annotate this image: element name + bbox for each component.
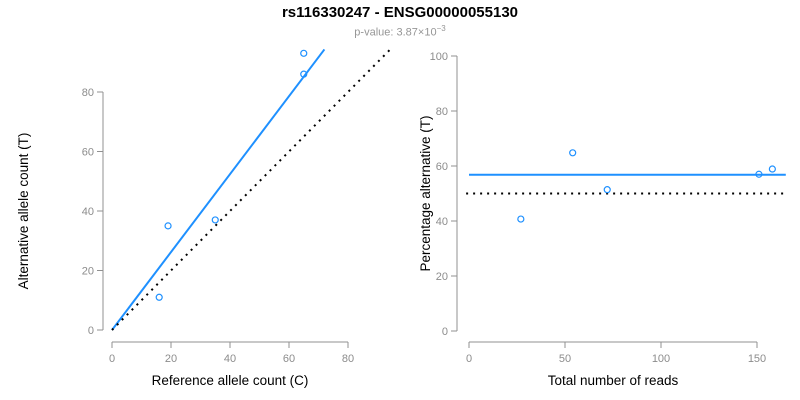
figure-subtitle-pvalue: p-value: 3.87×10−3 <box>0 24 800 39</box>
data-point <box>155 293 163 301</box>
y-tick-label: 40 <box>82 206 94 218</box>
identity-line <box>111 48 392 331</box>
x-tick-label: 40 <box>224 353 236 365</box>
y-tick-label: 100 <box>430 51 448 63</box>
pvalue-exponent: −3 <box>436 24 446 33</box>
y-axis-title: Percentage alternative (T) <box>418 115 433 271</box>
x-tick-label: 20 <box>165 353 177 365</box>
data-point <box>164 222 172 230</box>
x-tick-label: 0 <box>466 353 472 365</box>
y-tick-label: 60 <box>436 161 448 173</box>
x-axis-title: Reference allele count (C) <box>152 373 309 388</box>
data-point <box>603 186 611 194</box>
data-point <box>755 170 763 178</box>
figure-title: rs116330247 - ENSG00000055130 <box>281 4 519 21</box>
x-tick-label: 80 <box>342 353 354 365</box>
x-tick-label: 50 <box>559 353 571 365</box>
y-tick-label: 80 <box>82 87 94 99</box>
right-plot-percentage-reads: 0 50 100 150 Total number of reads 0 20 40 60 80 1… <box>418 51 786 388</box>
y-tick-label: 80 <box>436 106 448 118</box>
x-tick-label: 100 <box>652 353 670 365</box>
y-tick-label: 20 <box>436 271 448 283</box>
data-point <box>517 215 525 223</box>
x-tick-label: 150 <box>748 353 766 365</box>
y-tick-label: 60 <box>82 147 94 159</box>
x-axis-title: Total number of reads <box>548 373 679 388</box>
regression-line <box>111 48 326 331</box>
x-tick-label: 0 <box>109 353 115 365</box>
data-point <box>211 216 219 224</box>
pvalue-text: p-value: 3.87×10 <box>354 26 437 39</box>
y-tick-label: 40 <box>436 216 448 228</box>
data-point <box>768 165 776 173</box>
y-tick-label: 0 <box>88 325 94 337</box>
left-plot-allele-counts: 0 20 40 60 80 Reference allele count (C) 0 20 40… <box>16 48 392 388</box>
data-point <box>300 49 308 57</box>
y-axis-title: Alternative allele count (T) <box>16 133 31 290</box>
x-tick-label: 60 <box>283 353 295 365</box>
y-tick-label: 20 <box>82 266 94 278</box>
data-point <box>300 70 308 78</box>
data-point <box>569 149 577 157</box>
y-tick-label: 0 <box>442 326 448 338</box>
